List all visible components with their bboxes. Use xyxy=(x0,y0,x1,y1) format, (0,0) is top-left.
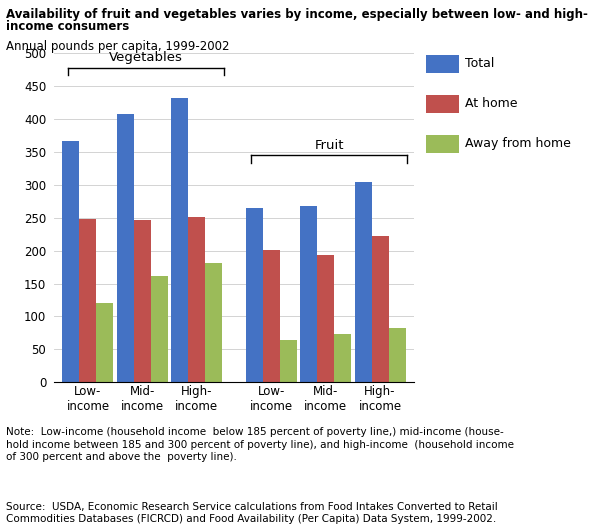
Bar xyxy=(188,217,205,382)
Text: Source:  USDA, Economic Research Service calculations from Food Intakes Converte: Source: USDA, Economic Research Service … xyxy=(6,502,498,524)
Text: Annual pounds per capita, 1999-2002: Annual pounds per capita, 1999-2002 xyxy=(6,40,229,53)
Text: Note:  Low-income (household income  below 185 percent of poverty line,) mid-inc: Note: Low-income (household income below… xyxy=(6,427,514,463)
Text: Total: Total xyxy=(465,57,494,70)
Bar xyxy=(371,236,389,382)
Bar xyxy=(389,328,406,382)
Bar xyxy=(334,333,351,382)
Text: Away from home: Away from home xyxy=(465,137,571,150)
Bar xyxy=(280,339,297,382)
Bar xyxy=(355,182,371,382)
Bar xyxy=(117,114,134,382)
Bar xyxy=(317,254,334,382)
Bar xyxy=(246,208,263,382)
Text: At home: At home xyxy=(465,97,517,110)
Text: Vegetables: Vegetables xyxy=(109,52,182,64)
Text: Fruit: Fruit xyxy=(314,139,344,152)
Bar xyxy=(263,250,280,382)
Bar xyxy=(171,98,188,382)
Text: Availability of fruit and vegetables varies by income, especially between low- a: Availability of fruit and vegetables var… xyxy=(6,8,588,21)
Bar xyxy=(97,303,113,382)
Bar xyxy=(79,219,97,382)
Bar xyxy=(151,276,168,382)
Text: income consumers: income consumers xyxy=(6,20,129,33)
Bar xyxy=(62,141,79,382)
Bar xyxy=(300,206,317,382)
Bar xyxy=(134,220,151,382)
Bar xyxy=(205,263,222,382)
